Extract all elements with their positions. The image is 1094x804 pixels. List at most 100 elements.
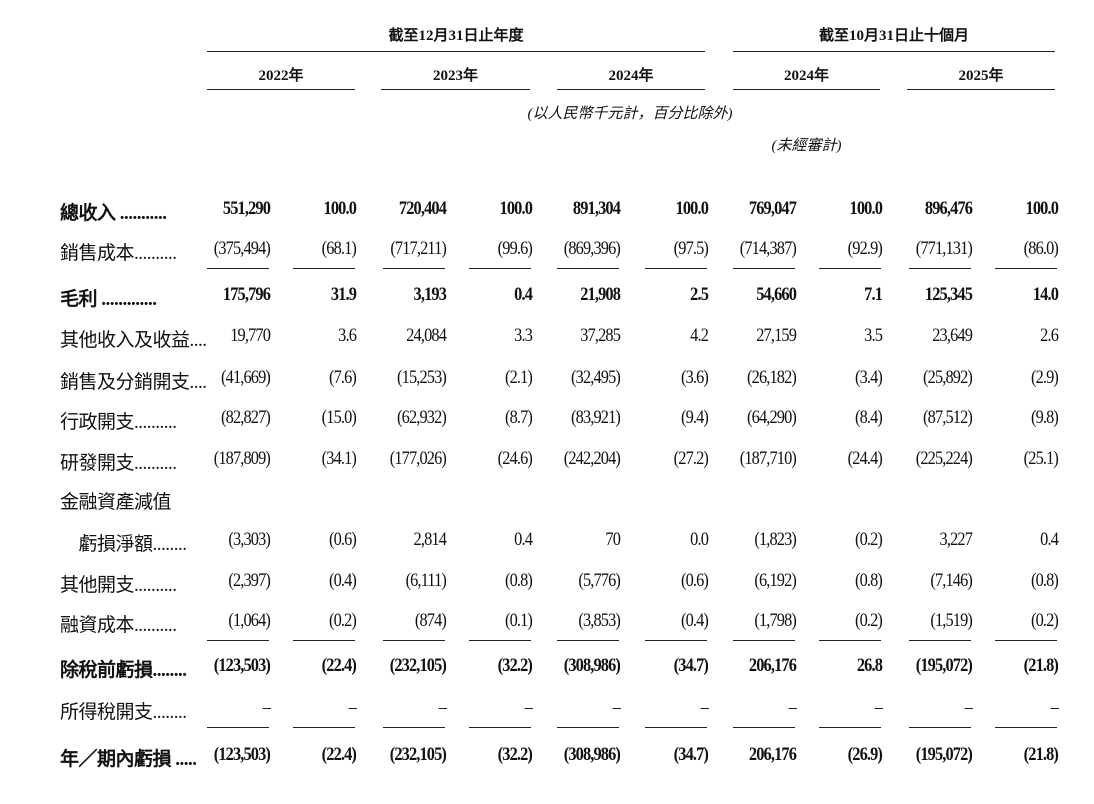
- table-row: 虧損淨額........ (3,303) (0.6) 2,814 0.4 70 0.0 (1,…: [0, 529, 1094, 559]
- percent-cell: (68.1): [321, 238, 357, 259]
- percent-cell: (25.1): [1023, 448, 1059, 469]
- row-label: 所得稅開支........: [60, 702, 187, 723]
- amount-cell: (1,798): [754, 610, 796, 631]
- row-label: 除稅前虧損........: [60, 660, 187, 681]
- percent-cell: (34.7): [673, 744, 709, 765]
- row-label: 其他開支..........: [60, 575, 177, 596]
- percent-cell: (0.2): [1030, 610, 1059, 631]
- unaudited-note: (未經審計): [771, 138, 842, 154]
- amount-cell: (64,290): [747, 407, 797, 428]
- subtotal-underline: [819, 640, 881, 641]
- table-row: 研發開支.......... (187,809) (34.1) (177,026) (2…: [0, 448, 1094, 478]
- percent-cell: (26.9): [847, 744, 883, 765]
- amount-cell: 23,649: [932, 325, 973, 346]
- row-label: 金融資產減值: [60, 492, 172, 513]
- percent-cell: (0.8): [854, 570, 883, 591]
- row-label: 總收入 ...........: [60, 203, 167, 224]
- amount-cell: 551,290: [222, 198, 271, 219]
- year-header-2025: 2025年: [958, 68, 1004, 84]
- amount-cell: (195,072): [915, 744, 973, 765]
- subtotal-underline: [995, 640, 1057, 641]
- amount-cell: 769,047: [748, 198, 797, 219]
- percent-cell: –: [700, 697, 709, 718]
- amount-cell: (3,303): [228, 529, 270, 550]
- percent-cell: 7.1: [864, 284, 883, 305]
- percent-cell: 0.0: [690, 529, 709, 550]
- subtotal-underline: [909, 727, 971, 728]
- percent-cell: (3.4): [854, 367, 883, 388]
- amount-cell: (123,503): [213, 655, 271, 676]
- amount-cell: (869,396): [563, 238, 621, 259]
- amount-cell: (232,105): [389, 655, 447, 676]
- divider: [207, 89, 355, 90]
- table-row: 銷售成本.......... (375,494) (68.1) (717,211) (9…: [0, 238, 1094, 269]
- percent-cell: (97.5): [673, 238, 709, 259]
- amount-cell: 2,814: [413, 529, 447, 550]
- percent-cell: (0.8): [1030, 570, 1059, 591]
- amount-cell: 206,176: [748, 744, 797, 765]
- subtotal-underline: [293, 268, 355, 269]
- percent-cell: –: [1050, 697, 1059, 718]
- amount-cell: 896,476: [924, 198, 973, 219]
- amount-cell: –: [788, 697, 797, 718]
- amount-cell: (7,146): [930, 570, 972, 591]
- amount-cell: (1,064): [228, 610, 270, 631]
- percent-cell: (2.1): [504, 367, 533, 388]
- amount-cell: (1,823): [754, 529, 796, 550]
- amount-cell: (308,986): [563, 655, 621, 676]
- amount-cell: 125,345: [924, 284, 973, 305]
- percent-cell: (34.7): [673, 655, 709, 676]
- amount-cell: 37,285: [580, 325, 621, 346]
- amount-cell: (41,669): [221, 367, 271, 388]
- percent-cell: 14.0: [1032, 284, 1059, 305]
- amount-cell: 21,908: [580, 284, 621, 305]
- percent-cell: 100.0: [675, 198, 709, 219]
- table-row: 行政開支.......... (82,827) (15.0) (62,932) (8.7…: [0, 407, 1094, 437]
- subtotal-underline: [293, 640, 355, 641]
- row-label: 其他收入及收益....: [60, 330, 207, 351]
- amount-cell: 3,193: [413, 284, 447, 305]
- subtotal-underline: [557, 640, 619, 641]
- subtotal-underline: [469, 268, 531, 269]
- row-label: 年／期內虧損 .....: [60, 749, 197, 770]
- percent-cell: (15.0): [321, 407, 357, 428]
- amount-cell: 19,770: [230, 325, 271, 346]
- percent-cell: (21.8): [1023, 655, 1059, 676]
- percent-cell: –: [524, 697, 533, 718]
- amount-cell: (714,387): [739, 238, 797, 259]
- percent-cell: (99.6): [497, 238, 533, 259]
- percent-cell: (22.4): [321, 655, 357, 676]
- amount-cell: (177,026): [389, 448, 447, 469]
- percent-cell: (0.4): [328, 570, 357, 591]
- amount-cell: 70: [605, 529, 620, 550]
- subtotal-underline: [909, 268, 971, 269]
- percent-cell: (0.6): [680, 570, 709, 591]
- percent-cell: 3.6: [338, 325, 357, 346]
- percent-cell: (8.7): [504, 407, 533, 428]
- year-header-2022: 2022年: [258, 68, 304, 84]
- percent-cell: 31.9: [330, 284, 357, 305]
- amount-cell: (6,111): [405, 570, 447, 591]
- row-label: 融資成本..........: [60, 615, 177, 636]
- amount-cell: (82,827): [221, 407, 271, 428]
- divider: [733, 89, 880, 90]
- row-label: 虧損淨額........: [60, 534, 188, 555]
- subtotal-underline: [469, 727, 531, 728]
- group-header-ten-months: 截至10月31日止十個月: [818, 28, 969, 44]
- year-header-2023: 2023年: [432, 68, 478, 84]
- percent-cell: 0.4: [1040, 529, 1059, 550]
- amount-cell: –: [964, 697, 973, 718]
- amount-cell: (717,211): [390, 238, 447, 259]
- percent-cell: 0.4: [514, 284, 533, 305]
- amount-cell: 206,176: [748, 655, 797, 676]
- amount-cell: 175,796: [222, 284, 271, 305]
- percent-cell: 3.3: [514, 325, 533, 346]
- percent-cell: (24.4): [847, 448, 883, 469]
- percent-cell: (32.2): [497, 744, 533, 765]
- percent-cell: (9.8): [1030, 407, 1059, 428]
- amount-cell: (15,253): [397, 367, 447, 388]
- percent-cell: 0.4: [514, 529, 533, 550]
- table-row: 其他開支.......... (2,397) (0.4) (6,111) (0.8) (5…: [0, 570, 1094, 600]
- percent-cell: –: [348, 697, 357, 718]
- percent-cell: (0.6): [328, 529, 357, 550]
